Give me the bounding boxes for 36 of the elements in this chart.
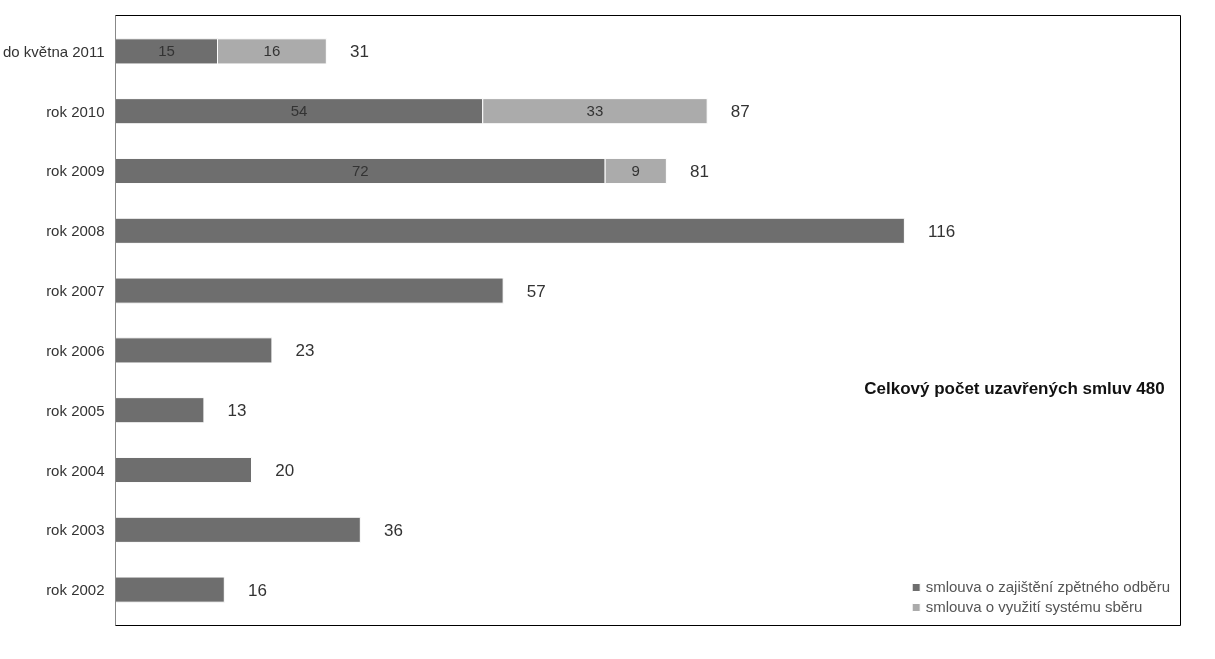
bar <box>115 516 361 543</box>
y-tick-label: rok 2007 <box>46 282 105 300</box>
total-label: 81 <box>690 161 709 181</box>
total-label: 87 <box>730 102 750 122</box>
bar <box>115 456 253 484</box>
total-label: 16 <box>247 580 267 600</box>
total-label: 23 <box>295 341 315 361</box>
y-tick-label: rok 2008 <box>46 222 105 240</box>
total-label: 36 <box>383 520 403 540</box>
y-tick-label: rok 2005 <box>46 401 105 419</box>
total-label: 13 <box>227 401 247 421</box>
y-tick-label: rok 2009 <box>46 162 105 180</box>
y-tick-label: do května 2011 <box>3 42 105 60</box>
legend-label: smlouva o zajištění zpětného odběru <box>925 578 1170 595</box>
bar <box>115 217 905 244</box>
total-label: 20 <box>275 461 295 481</box>
data-label: 15 <box>158 42 175 60</box>
bar <box>115 277 504 304</box>
y-tick-label: rok 2003 <box>46 521 105 539</box>
data-label: 16 <box>263 42 281 60</box>
bar <box>115 397 205 424</box>
bar <box>115 576 225 603</box>
y-tick-label: rok 2004 <box>46 461 105 479</box>
text: Celkový počet uzavřených smluv 480 <box>864 379 1165 399</box>
total-label: 57 <box>526 281 546 301</box>
total-label: 31 <box>349 42 369 62</box>
data-label: 33 <box>586 102 604 120</box>
data-label: 9 <box>631 161 640 179</box>
y-tick-label: rok 2006 <box>46 341 105 359</box>
total-label: 116 <box>928 221 956 241</box>
bar <box>115 337 273 364</box>
legend-label: smlouva o využití systému sběru <box>925 598 1143 615</box>
data-label: 54 <box>290 102 308 120</box>
y-tick-label: rok 2002 <box>46 581 105 599</box>
y-tick-label: rok 2010 <box>46 102 105 120</box>
data-label: 72 <box>351 161 369 179</box>
